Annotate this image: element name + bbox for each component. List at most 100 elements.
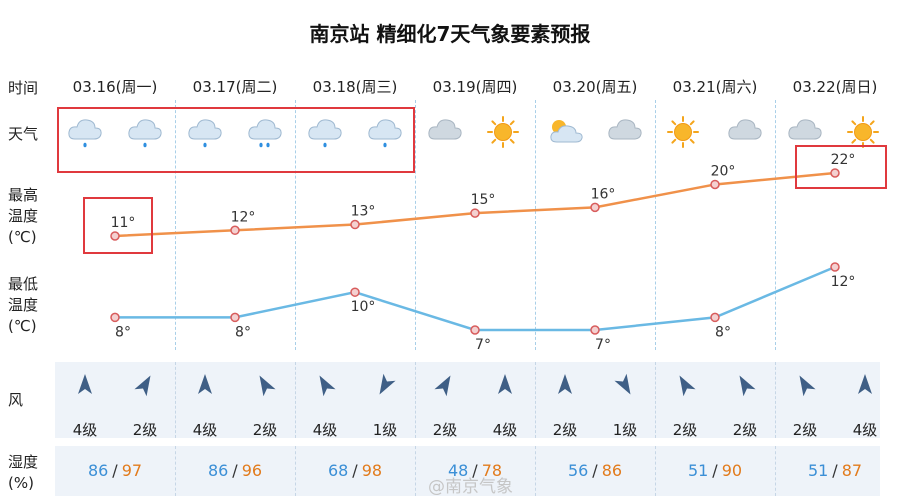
humidity-separator: / [112, 461, 118, 480]
humidity-separator: / [712, 461, 718, 480]
column-separator [295, 100, 296, 350]
wind-direction-icon [732, 372, 758, 402]
humidity-separator: / [352, 461, 358, 480]
cloud-heavy-rain-icon [246, 115, 284, 155]
low-temp-label: 8° [235, 324, 251, 340]
low-temp-point [470, 325, 480, 335]
humidity-second: 86 [601, 461, 623, 480]
low-temp-point [350, 287, 360, 297]
wind-level: 4级 [492, 421, 518, 439]
wind-level: 2级 [552, 421, 578, 439]
column-separator [775, 100, 776, 350]
humidity-first: 86 [87, 461, 109, 480]
column-separator [535, 100, 536, 350]
wind-band [55, 362, 880, 438]
wind-level: 4级 [192, 421, 218, 439]
humidity-value: 56/86 [535, 461, 655, 480]
wind-direction-icon [252, 372, 278, 402]
wind-direction-icon [852, 372, 878, 402]
humidity-separator: / [472, 461, 478, 480]
column-separator [655, 100, 656, 350]
high-temp-point [110, 231, 120, 241]
sun-icon [666, 115, 700, 153]
date-label: 03.22(周日) [792, 78, 878, 96]
wind-direction-icon [312, 372, 338, 402]
date-label: 03.18(周三) [312, 78, 398, 96]
date-label: 03.19(周四) [432, 78, 518, 96]
low-temp-point [590, 325, 600, 335]
high-temp-point [590, 202, 600, 213]
high-temp-point [710, 179, 720, 190]
low-temp-point [830, 262, 840, 272]
low-temp-line [115, 265, 836, 332]
column-separator [775, 362, 776, 438]
low-temp-label: 8° [115, 324, 131, 340]
high-temp-point [350, 219, 360, 230]
high-temp-label: 12° [231, 209, 256, 225]
date-label: 03.16(周一) [72, 78, 158, 96]
wind-level: 2级 [432, 421, 458, 439]
humidity-second: 97 [121, 461, 143, 480]
wind-level: 2级 [252, 421, 278, 439]
column-separator [415, 446, 416, 496]
column-separator [175, 446, 176, 496]
low-temp-label: 7° [595, 337, 611, 353]
date-label: 03.20(周五) [552, 78, 638, 96]
cloud-icon [606, 115, 644, 153]
low-temp-point [110, 312, 120, 323]
wind-direction-icon [612, 372, 638, 402]
sun-icon [846, 115, 880, 153]
partly-cloudy-icon [546, 115, 586, 153]
low-temp-label: 8° [715, 324, 731, 340]
low-temp-point [710, 312, 720, 323]
column-separator [655, 446, 656, 496]
wind-level: 1级 [372, 421, 398, 439]
wind-level: 2级 [132, 421, 158, 439]
low-temp-label: 7° [475, 337, 491, 353]
humidity-first: 51 [807, 461, 829, 480]
high-temp-label: 20° [711, 163, 736, 179]
wind-level: 4级 [72, 421, 98, 439]
humidity-second: 78 [481, 461, 503, 480]
highlight-box-high-22 [795, 145, 887, 189]
highlight-box-rain [57, 107, 415, 173]
column-separator [775, 446, 776, 496]
wind-direction-icon [492, 372, 518, 402]
cloud-rain-icon [366, 115, 404, 155]
column-separator [175, 100, 176, 350]
high-temp-label: 11° [111, 215, 136, 231]
high-temp-point [470, 208, 480, 218]
wind-direction-icon [672, 372, 698, 402]
watermark: @南京气象 [428, 477, 513, 497]
column-separator [415, 100, 416, 350]
humidity-first: 86 [207, 461, 229, 480]
humidity-value: 51/90 [655, 461, 775, 480]
low-temp-label: 10° [351, 299, 376, 315]
cloud-rain-icon [126, 115, 164, 155]
column-separator [295, 362, 296, 438]
cloud-icon [786, 115, 824, 153]
humidity-separator: / [232, 461, 238, 480]
humidity-first: 48 [447, 461, 469, 480]
wind-direction-icon [792, 372, 818, 402]
humidity-value: 48/78 [415, 461, 535, 480]
low-temp-point [230, 312, 240, 323]
humidity-value: 68/98 [295, 461, 415, 480]
humidity-first: 56 [567, 461, 589, 480]
wind-level: 2级 [672, 421, 698, 439]
wind-direction-icon [432, 372, 458, 402]
wind-direction-icon [132, 372, 158, 402]
wind-level: 4级 [852, 421, 878, 439]
row-label-time: 时间 [8, 79, 39, 97]
wind-level: 2级 [732, 421, 758, 439]
row-label-humidity: 湿度 (%) [8, 453, 39, 492]
humidity-first: 68 [327, 461, 349, 480]
cloud-icon [726, 115, 764, 153]
cloud-icon [426, 115, 464, 153]
cloud-rain-icon [66, 115, 104, 155]
humidity-value: 86/97 [55, 461, 175, 480]
high-temp-label: 15° [471, 192, 496, 208]
sun-icon [486, 115, 520, 153]
row-label-weather: 天气 [8, 125, 39, 143]
